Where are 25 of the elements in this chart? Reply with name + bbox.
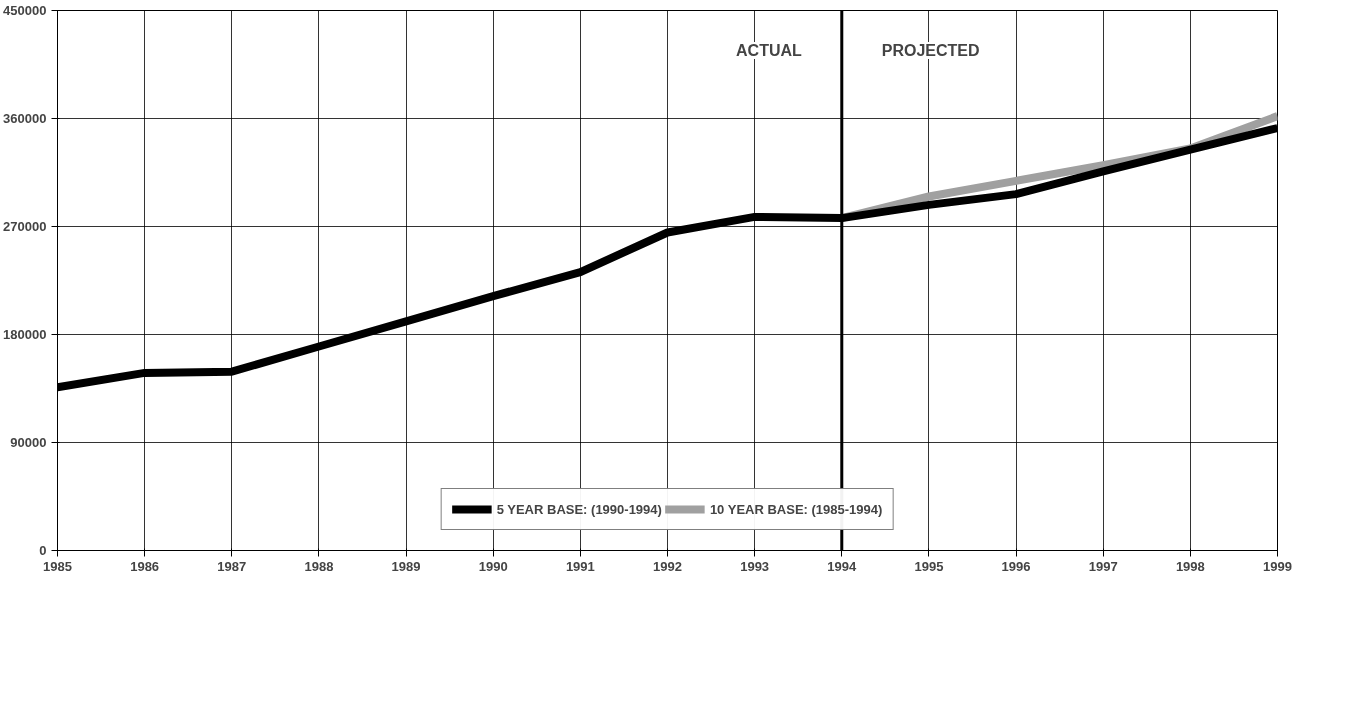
y-tick-label: 450000	[3, 3, 47, 18]
y-tick-label: 180000	[3, 327, 47, 342]
x-tick-label: 1987	[217, 558, 247, 574]
x-tick-label: 1998	[1175, 558, 1205, 574]
x-tick-label: 1994	[827, 558, 858, 574]
y-tick-label: 270000	[3, 219, 47, 234]
annotation: PROJECTED	[881, 42, 980, 59]
annotation: ACTUAL	[736, 42, 803, 59]
x-tick-label: 1992	[653, 558, 682, 574]
legend-label: 5 YEAR BASE: (1990-1994)	[496, 501, 662, 517]
y-tick-label: 90000	[10, 435, 47, 450]
x-tick-label: 1989	[391, 558, 421, 574]
x-tick-label: 1996	[1001, 558, 1031, 574]
x-tick-label: 1990	[478, 558, 508, 574]
x-tick-label: 1988	[304, 558, 334, 574]
x-tick-label: 1986	[130, 558, 160, 574]
y-tick-label: 360000	[3, 111, 47, 126]
x-tick-label: 1995	[914, 558, 944, 574]
y-tick-label: 0	[39, 543, 47, 558]
x-tick-label: 1993	[740, 558, 770, 574]
x-tick-label: 1999	[1263, 558, 1292, 574]
legend-label: 10 YEAR BASE: (1985-1994)	[709, 501, 883, 517]
x-tick-label: 1985	[43, 558, 72, 574]
x-tick-label: 1991	[565, 558, 595, 574]
x-tick-label: 1997	[1088, 558, 1118, 574]
